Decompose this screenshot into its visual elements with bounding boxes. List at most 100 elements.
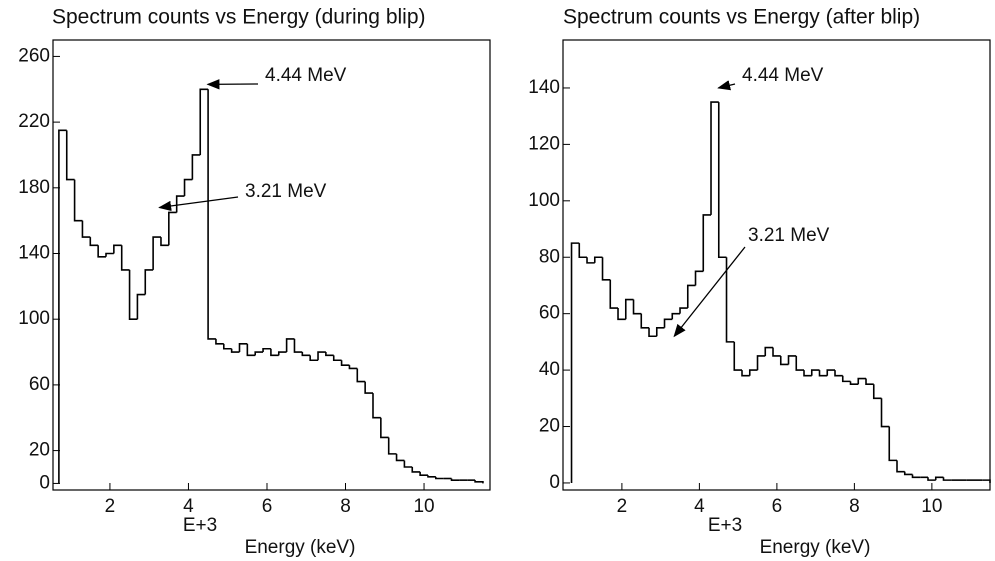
x-tick-label: 10 [921,496,942,517]
histogram-bin [246,343,256,357]
histogram-bin [617,308,626,321]
histogram-bin [725,257,735,343]
histogram-bin [372,393,381,419]
histogram-bin [387,437,397,455]
histogram-bin [865,378,874,386]
histogram-bin [317,351,326,361]
histogram-bin [756,355,766,371]
histogram-bin [911,474,921,479]
histogram-bin [624,298,634,320]
x-axis-multiplier: E+3 [183,515,217,536]
histogram-bin [348,365,358,370]
y-tick-label: 220 [18,111,50,132]
histogram-bin [570,242,580,483]
histogram-bin [679,307,688,314]
histogram-bin [888,426,898,462]
x-tick-label: 10 [413,496,434,517]
x-tick-label: 8 [340,496,351,517]
histogram-bin [97,245,107,258]
chart-title: Spectrum counts vs Energy (during blip) [52,6,426,29]
histogram-bin [152,236,161,270]
x-tick-label: 8 [849,496,860,517]
histogram-bin [207,89,216,340]
histogram-bin [58,129,67,484]
histogram-bin [356,368,366,383]
histogram-bin [880,398,890,428]
histogram-bin [411,467,421,473]
histogram-bin [128,269,138,320]
histogram-bin [230,348,240,353]
annotation-label: 3.21 MeV [748,225,830,246]
histogram-bin [927,477,936,481]
histogram-bin [65,130,75,181]
histogram-bin [238,343,248,353]
histogram-bin [419,471,428,477]
y-tick-label: 60 [29,374,50,395]
histogram-bin [73,179,83,222]
x-tick-label: 6 [772,496,783,517]
histogram-bin [733,341,743,371]
x-tick-label: 2 [617,496,628,517]
x-axis-label: Energy (keV) [760,537,871,558]
histogram-bin [648,327,657,338]
annotation-label: 3.21 MeV [245,181,327,202]
histogram-bin [841,375,851,383]
annotation-arrow [673,246,746,338]
histogram-bin [105,252,114,257]
histogram-bin [741,370,750,377]
histogram-bin [270,348,279,357]
histogram-bin [215,338,224,345]
histogram-bin [849,381,859,386]
histogram-bin [702,214,712,272]
histogram-bin [982,479,991,483]
y-tick-label: 80 [539,246,560,267]
histogram-bin [818,370,828,377]
histogram-bin [857,377,867,385]
histogram-bin [144,269,154,295]
histogram-bin [787,355,797,365]
histogram-bin [301,352,311,357]
x-tick-label: 4 [694,496,705,517]
histogram-bin [325,352,334,357]
histogram-bin [340,360,350,366]
histogram-bin [686,284,696,309]
histogram-bin [609,279,619,309]
histogram-bin [872,384,882,400]
histogram-bin [764,346,774,356]
chart-title: Spectrum counts vs Energy (after blip) [563,6,920,29]
histogram-bin [222,343,232,350]
x-tick-label: 6 [262,496,273,517]
y-tick-label: 100 [18,308,50,329]
histogram-bin [474,480,484,484]
y-tick-label: 100 [528,190,560,211]
annotation-arrow [158,196,239,212]
histogram-bin [175,195,185,213]
annotation-arrow [717,80,736,91]
histogram-bin [435,476,444,480]
histogram-bin [710,101,719,215]
y-tick-label: 20 [29,440,50,461]
histogram-bin [896,460,905,473]
y-tick-label: 120 [528,133,560,154]
y-tick-label: 180 [18,177,50,198]
x-axis-label: Energy (keV) [245,537,356,558]
histogram-bin [640,313,650,329]
histogram-bin [332,355,342,362]
histogram-bin [136,293,146,320]
y-tick-label: 140 [528,77,560,98]
plot-frame [52,39,491,491]
x-tick-label: 4 [183,496,194,517]
histogram-bin [671,312,681,320]
histogram-bin [199,88,209,155]
histogram-bin [293,338,303,353]
y-tick-label: 0 [39,472,50,493]
histogram-bin [694,270,704,286]
histogram-bin [160,237,169,247]
histogram-bin [262,347,271,353]
histogram-bin [191,154,201,180]
histogram-bin [810,369,820,376]
histogram-bin [89,237,99,247]
annotation-label: 4.44 MeV [742,65,824,86]
annotation-label: 4.44 MeV [265,65,347,86]
